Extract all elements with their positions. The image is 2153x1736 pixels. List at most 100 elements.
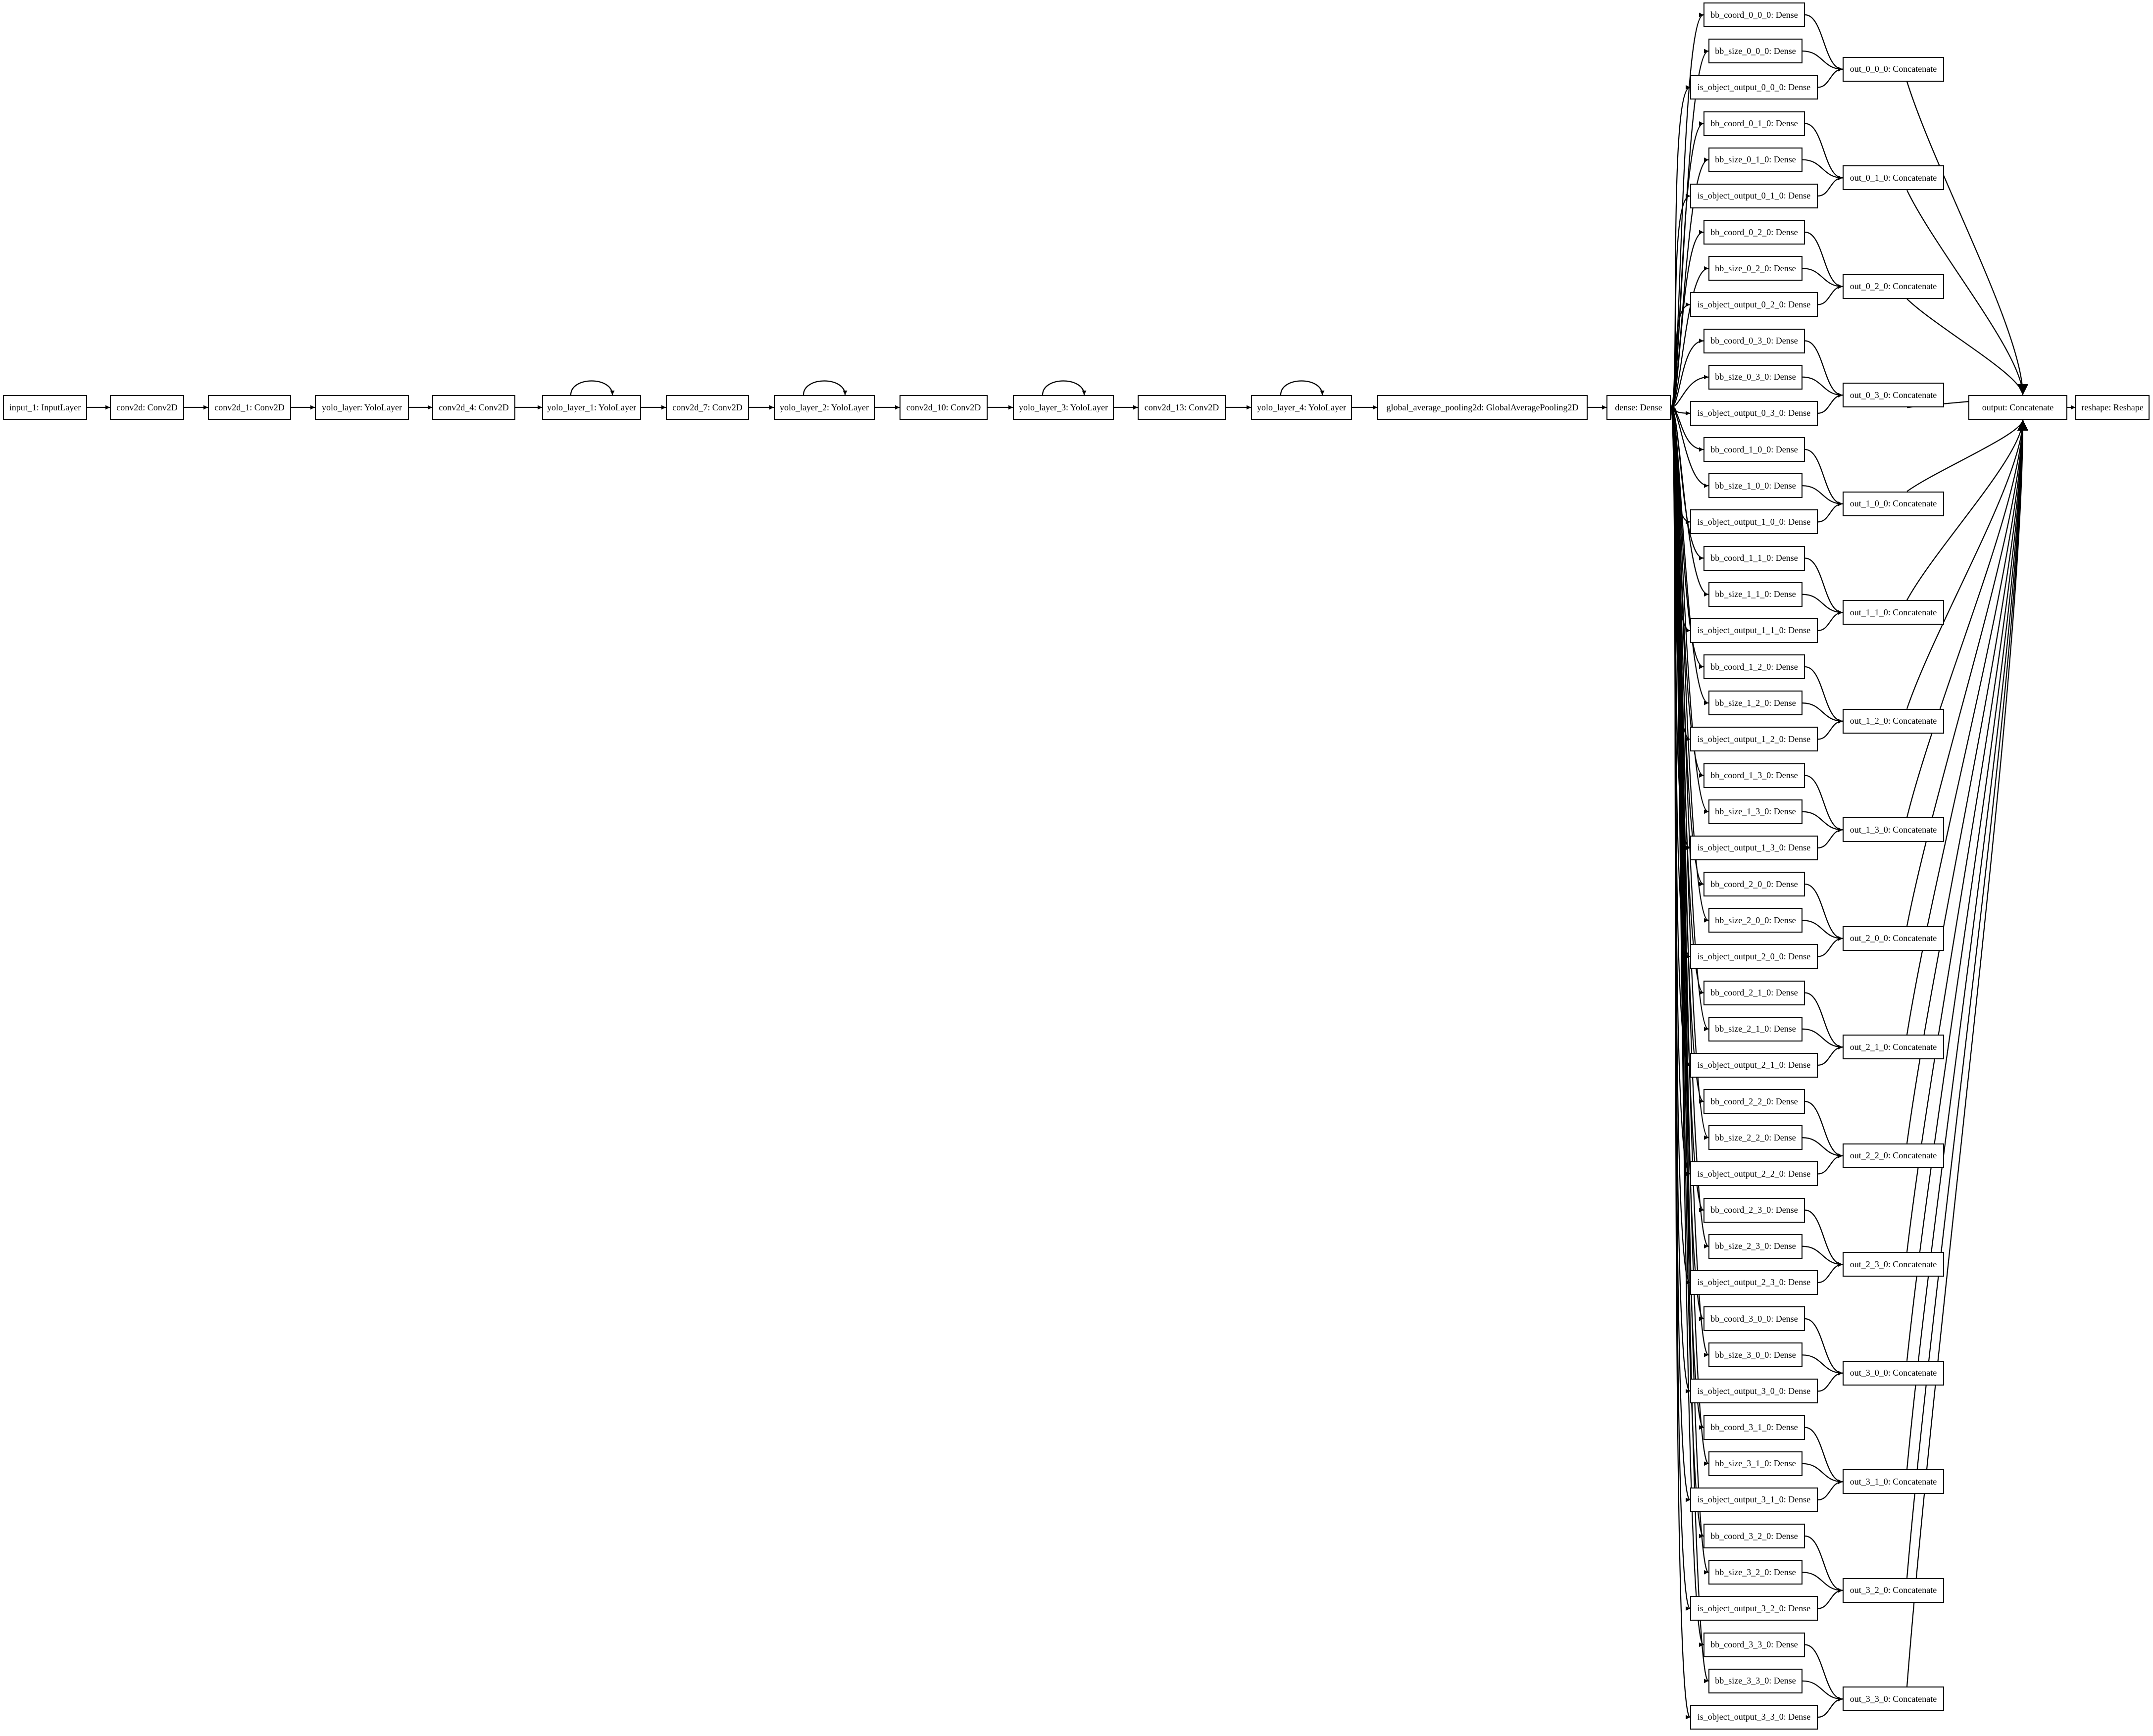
edge-bb-size-to-out [1802, 1572, 1843, 1593]
out-concat-node: out_2_0_0: Concatenate [1843, 926, 1944, 951]
bb-size-node: bb_size_1_3_0: Dense [1708, 799, 1803, 824]
is-object-node: is_object_output_3_1_0: Dense [1690, 1487, 1818, 1512]
edge-is-object-to-out [1817, 284, 1843, 305]
out-concat-node: out_0_3_0: Concatenate [1843, 383, 1944, 408]
edge-bb-size-to-out [1802, 1137, 1843, 1158]
is-object-node: is_object_output_3_0_0: Dense [1690, 1379, 1818, 1404]
self-loop-yolo_layer_4 [1280, 380, 1325, 396]
bb-size-node: bb_size_0_3_0: Dense [1708, 364, 1803, 390]
bb-size-node: bb_size_3_1_0: Dense [1708, 1451, 1803, 1476]
edge-is-object-to-out [1817, 610, 1843, 631]
is-object-node: is_object_output_1_0_0: Dense [1690, 509, 1818, 535]
bb-size-node: bb_size_0_1_0: Dense [1708, 147, 1803, 172]
bb-coord-node: bb_coord_1_3_0: Dense [1703, 763, 1805, 788]
edge-bb-size-to-out [1802, 1354, 1843, 1376]
edge-out-to-output [1906, 419, 2028, 818]
edge-bb-coord-to-out [1804, 992, 1843, 1049]
edge-bb-size-to-out [1802, 50, 1843, 72]
is-object-node: is_object_output_1_3_0: Dense [1690, 835, 1818, 860]
edge-dense-to-is-object [1670, 302, 1691, 408]
layer-node-yolo_layer_3: yolo_layer_3: YoloLayer [1013, 395, 1114, 420]
edge-dense-to-is-object [1670, 406, 1691, 416]
bb-coord-node: bb_coord_3_0_0: Dense [1703, 1306, 1805, 1332]
edge-is-object-to-out [1817, 393, 1843, 414]
out-concat-node: out_0_0_0: Concatenate [1843, 56, 1944, 82]
edge-bb-size-to-out [1802, 1245, 1843, 1267]
bb-size-node: bb_size_2_0_0: Dense [1708, 908, 1803, 933]
out-concat-node: out_2_3_0: Concatenate [1843, 1252, 1944, 1277]
bb-coord-node: bb_coord_2_1_0: Dense [1703, 980, 1805, 1005]
bb-coord-node: bb_coord_0_1_0: Dense [1703, 111, 1805, 136]
bb-size-node: bb_size_2_3_0: Dense [1708, 1234, 1803, 1259]
bb-size-node: bb_size_3_2_0: Dense [1708, 1560, 1803, 1585]
layer-node-yolo_layer: yolo_layer: YoloLayer [315, 395, 409, 420]
is-object-node: is_object_output_0_0_0: Dense [1690, 75, 1818, 100]
edge-out-to-output [1906, 419, 2028, 709]
is-object-node: is_object_output_2_3_0: Dense [1690, 1270, 1818, 1295]
edge-bb-coord-to-out [1804, 666, 1843, 724]
edge-is-object-to-out [1817, 67, 1843, 88]
bb-coord-node: bb_coord_2_3_0: Dense [1703, 1197, 1805, 1223]
edge-dense-to-is-object [1670, 194, 1691, 408]
bb-size-node: bb_size_2_1_0: Dense [1708, 1016, 1803, 1042]
edge-bb-coord-to-out [1804, 775, 1843, 832]
edge-out-to-output [1906, 81, 2028, 396]
is-object-node: is_object_output_0_3_0: Dense [1690, 400, 1818, 426]
out-concat-node: out_1_3_0: Concatenate [1843, 817, 1944, 843]
edge-dense-to-bb-size [1670, 406, 1709, 488]
edge-dense-to-bb-size [1670, 375, 1709, 408]
self-loop-yolo_layer_1 [570, 380, 615, 396]
bb-size-node: bb_size_1_2_0: Dense [1708, 691, 1803, 716]
layer-node-conv2d_13: conv2d_13: Conv2D [1138, 395, 1226, 420]
bb-size-node: bb_size_0_2_0: Dense [1708, 256, 1803, 281]
bb-coord-node: bb_coord_1_0_0: Dense [1703, 437, 1805, 462]
out-concat-node: out_1_1_0: Concatenate [1843, 600, 1944, 625]
is-object-node: is_object_output_1_1_0: Dense [1690, 618, 1818, 643]
edge-out-to-output [1906, 419, 2028, 1687]
self-loop-yolo_layer_3 [1042, 380, 1087, 396]
bb-size-node: bb_size_2_2_0: Dense [1708, 1125, 1803, 1150]
edge-bb-coord-to-out [1804, 448, 1843, 506]
edge-out-to-output [1906, 298, 2028, 396]
out-concat-node: out_1_0_0: Concatenate [1843, 491, 1944, 516]
edge-bb-size-to-out [1802, 594, 1843, 615]
edge-out-to-output [1906, 419, 2028, 1252]
layer-node-conv2d_10: conv2d_10: Conv2D [900, 395, 988, 420]
edge-bb-coord-to-out [1804, 1644, 1843, 1701]
layer-node-conv2d_7: conv2d_7: Conv2D [666, 395, 749, 420]
edge-bb-coord-to-out [1804, 1318, 1843, 1376]
bb-coord-node: bb_coord_1_2_0: Dense [1703, 654, 1805, 680]
bb-coord-node: bb_coord_1_1_0: Dense [1703, 546, 1805, 571]
bb-size-node: bb_size_3_0_0: Dense [1708, 1342, 1803, 1368]
is-object-node: is_object_output_0_2_0: Dense [1690, 292, 1818, 317]
is-object-node: is_object_output_3_2_0: Dense [1690, 1596, 1818, 1621]
bb-coord-node: bb_coord_3_2_0: Dense [1703, 1524, 1805, 1549]
edge-bb-coord-to-out [1804, 1101, 1843, 1158]
edge-is-object-to-out [1817, 1479, 1843, 1501]
bb-coord-node: bb_coord_2_2_0: Dense [1703, 1089, 1805, 1114]
edge-bb-coord-to-out [1804, 1427, 1843, 1484]
layer-node-reshape: reshape: Reshape [2075, 395, 2150, 420]
edge-dense-to-is-object [1670, 406, 1691, 1719]
edge-is-object-to-out [1817, 827, 1843, 849]
edge-bb-size-to-out [1802, 376, 1843, 397]
layer-node-conv2d_4: conv2d_4: Conv2D [432, 395, 515, 420]
out-concat-node: out_3_0_0: Concatenate [1843, 1360, 1944, 1386]
is-object-node: is_object_output_3_3_0: Dense [1690, 1704, 1818, 1730]
edge-out-to-output [1906, 419, 2028, 600]
out-concat-node: out_3_2_0: Concatenate [1843, 1578, 1944, 1603]
out-concat-node: out_1_2_0: Concatenate [1843, 708, 1944, 734]
edge-dense-to-bb-size [1670, 406, 1709, 705]
edge-out-to-output [1906, 419, 2028, 1578]
layer-node-yolo_layer_4: yolo_layer_4: YoloLayer [1251, 395, 1352, 420]
out-concat-node: out_0_1_0: Concatenate [1843, 165, 1944, 191]
out-concat-node: out_2_2_0: Concatenate [1843, 1143, 1944, 1168]
edge-is-object-to-out [1817, 1153, 1843, 1175]
bb-size-node: bb_size_1_0_0: Dense [1708, 473, 1803, 498]
self-loop-yolo_layer_2 [802, 380, 848, 396]
edge-is-object-to-out [1817, 1044, 1843, 1066]
is-object-node: is_object_output_2_1_0: Dense [1690, 1052, 1818, 1078]
edge-bb-size-to-out [1802, 702, 1843, 724]
is-object-node: is_object_output_0_1_0: Dense [1690, 183, 1818, 208]
out-concat-node: out_0_2_0: Concatenate [1843, 274, 1944, 299]
